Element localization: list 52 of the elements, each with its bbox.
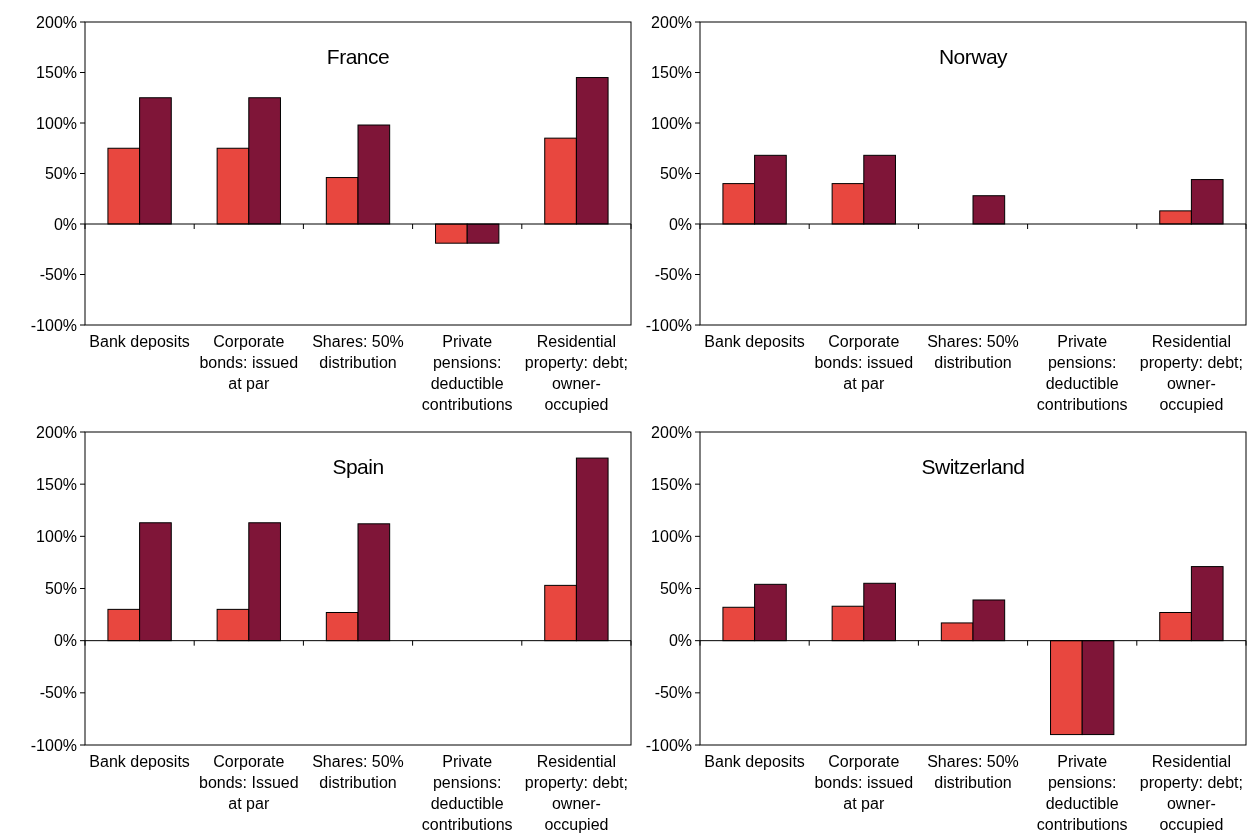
y-tick-label: 150% bbox=[651, 64, 692, 82]
text: Norway bbox=[938, 45, 1009, 68]
x-tick-label: Residential property: debt; owner-occupied bbox=[524, 753, 628, 833]
y-tick-label: 0% bbox=[53, 632, 77, 650]
x-tick-label: Bank deposits bbox=[89, 333, 190, 350]
x-tick-label: Bank deposits bbox=[704, 753, 805, 770]
x-tick-label: Residential property: debt; owner-occupied bbox=[1139, 333, 1243, 413]
y-tick-label: 50% bbox=[659, 165, 692, 183]
y-tick-label: 150% bbox=[36, 475, 77, 493]
y-tick-label: 200% bbox=[651, 13, 692, 31]
y-tick-label: 200% bbox=[36, 423, 77, 441]
y-tick-label: -50% bbox=[39, 684, 77, 702]
x-tick-label: Shares: 50% distribution bbox=[927, 753, 1019, 791]
x-tick-label: Residential property: debt; owner-occupied bbox=[524, 333, 628, 413]
y-tick-label: 50% bbox=[44, 580, 77, 598]
y-tick-label: 0% bbox=[668, 632, 692, 650]
y-tick-label: 200% bbox=[36, 13, 77, 31]
y-tick-label: -100% bbox=[30, 316, 77, 334]
x-tick-label: Corporate bonds: issued at par bbox=[199, 333, 299, 392]
x-tick-label: Private pensions: deductible contributions bbox=[1036, 753, 1128, 833]
x-tick-label: Shares: 50% distribution bbox=[312, 333, 404, 371]
x-tick-label: Shares: 50% distribution bbox=[312, 753, 404, 791]
y-tick-label: -100% bbox=[30, 736, 77, 754]
y-tick-label: 100% bbox=[651, 527, 692, 545]
x-tick-label: Residential property: debt; owner-occupied bbox=[1139, 753, 1243, 833]
x-tick-label: Private pensions: deductible contributions bbox=[421, 753, 513, 833]
x-tick-label: Private pensions: deductible contributions bbox=[421, 333, 513, 413]
y-tick-label: 50% bbox=[659, 580, 692, 598]
x-tick-label: Corporate bonds: Issued at par bbox=[198, 753, 299, 812]
y-tick-label: -50% bbox=[654, 684, 692, 702]
y-tick-label: 100% bbox=[651, 114, 692, 132]
x-tick-label: Shares: 50% distribution bbox=[927, 333, 1019, 371]
y-tick-label: -100% bbox=[645, 316, 692, 334]
x-tick-label: Corporate bonds: issued at par bbox=[814, 333, 914, 392]
x-tick-label: Bank deposits bbox=[89, 753, 190, 770]
y-tick-label: 0% bbox=[53, 215, 77, 233]
y-tick-label: -50% bbox=[654, 266, 692, 284]
y-tick-label: 150% bbox=[651, 475, 692, 493]
x-tick-label: Bank deposits bbox=[704, 333, 805, 350]
y-tick-label: 0% bbox=[668, 215, 692, 233]
y-tick-label: 200% bbox=[651, 423, 692, 441]
text: Spain bbox=[332, 455, 384, 478]
y-tick-label: 100% bbox=[36, 114, 77, 132]
text: France bbox=[326, 45, 390, 68]
y-tick-label: 100% bbox=[36, 527, 77, 545]
y-tick-label: -100% bbox=[645, 736, 692, 754]
y-tick-label: 150% bbox=[36, 64, 77, 82]
y-tick-label: -50% bbox=[39, 266, 77, 284]
y-tick-label: 50% bbox=[44, 165, 77, 183]
x-tick-label: Private pensions: deductible contributions bbox=[1036, 333, 1128, 413]
x-tick-label: Corporate bonds: issued at par bbox=[814, 753, 914, 812]
text: Switzerland bbox=[921, 455, 1025, 478]
